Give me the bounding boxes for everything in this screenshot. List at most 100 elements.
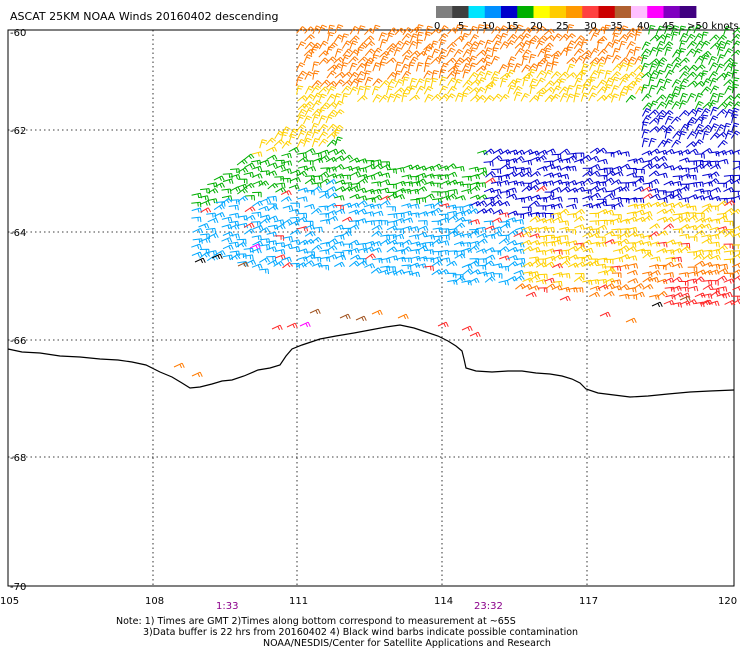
wind-barb — [311, 85, 322, 94]
wind-barb — [581, 84, 590, 94]
wind-barb — [686, 130, 697, 140]
wind-barb — [333, 224, 345, 231]
wind-barb — [469, 41, 480, 50]
wind-barb — [364, 263, 376, 269]
wind-barb — [415, 165, 427, 171]
wind-barb — [529, 274, 541, 281]
wind-barb — [364, 163, 376, 170]
wind-barb — [491, 34, 502, 43]
wind-barb — [364, 57, 375, 66]
wind-barb — [612, 201, 624, 208]
wind-barb — [619, 293, 630, 300]
wind-barb — [297, 156, 309, 163]
wind-barb — [409, 94, 420, 102]
wind-barb — [334, 208, 346, 215]
wind-barb — [228, 224, 240, 230]
wind-barb — [299, 321, 311, 328]
wind-barb — [626, 269, 638, 276]
wind-barb — [267, 204, 279, 212]
wind-barb — [461, 183, 471, 190]
wind-barb — [483, 148, 495, 155]
wind-barb — [649, 163, 661, 170]
wind-barb — [409, 33, 419, 43]
wind-barb — [229, 254, 241, 261]
wind-barb — [709, 132, 721, 141]
wind-barb — [710, 254, 722, 261]
wind-barb — [574, 180, 586, 187]
wind-barb — [309, 308, 321, 315]
wind-barb — [506, 193, 518, 199]
wind-barb — [304, 203, 315, 210]
wind-barb — [649, 63, 658, 73]
wind-barb — [717, 215, 729, 222]
wind-barb — [604, 283, 616, 289]
wind-barb — [191, 243, 202, 249]
wind-barb — [671, 49, 682, 58]
wind-barb — [544, 62, 553, 72]
wind-barb — [453, 78, 463, 88]
wind-barb — [558, 220, 570, 226]
wind-barb — [393, 194, 405, 200]
lon-label: 120 — [718, 596, 737, 607]
wind-barb — [372, 163, 384, 170]
wind-barb — [716, 275, 728, 282]
wind-barb — [348, 71, 359, 80]
wind-barb — [267, 224, 279, 231]
wind-barb — [612, 248, 624, 255]
wind-barb — [303, 260, 315, 267]
wind-barb — [700, 108, 711, 117]
wind-barb — [469, 331, 481, 338]
wind-barb — [656, 278, 668, 285]
wind-barb — [477, 77, 487, 87]
legend-labels: 0 5 10 15 20 25 30 35 40 45 >50 knots — [434, 21, 739, 32]
wind-barb — [663, 138, 673, 148]
wind-barb — [582, 177, 594, 185]
wind-barb — [275, 254, 286, 260]
wind-barb — [701, 54, 710, 64]
wind-barb — [618, 34, 629, 42]
wind-barb — [507, 261, 519, 268]
wind-barb — [701, 114, 709, 124]
wind-barb — [731, 269, 740, 275]
wind-barb — [282, 236, 293, 242]
wind-barb — [490, 188, 502, 195]
wind-barb — [303, 137, 312, 147]
wind-barb — [693, 139, 704, 148]
wind-barb — [611, 149, 623, 156]
note-line-1: Note: 1) Times are GMT 2)Times along bot… — [116, 616, 516, 627]
wind-barb — [685, 141, 697, 148]
wind-barb — [656, 40, 666, 50]
wind-barb — [626, 287, 637, 293]
wind-barb — [716, 40, 726, 50]
wind-barb — [326, 46, 334, 56]
wind-barb — [550, 93, 561, 102]
wind-barb — [649, 269, 661, 276]
wind-barb — [701, 238, 713, 244]
wind-barb — [552, 280, 563, 287]
wind-barb — [671, 256, 682, 263]
wind-barb — [304, 26, 315, 34]
wind-barb — [536, 35, 548, 43]
wind-barb — [581, 189, 592, 195]
wind-barb — [439, 85, 448, 95]
wind-barb — [484, 254, 496, 260]
wind-barb — [492, 93, 503, 102]
wind-barb — [710, 106, 719, 116]
wind-barb — [370, 247, 382, 253]
wind-barb — [319, 264, 330, 271]
wind-barb — [664, 99, 674, 109]
wind-barb — [715, 63, 725, 73]
wind-barb — [286, 322, 298, 329]
wind-barb — [633, 283, 645, 290]
wind-barb — [558, 235, 569, 241]
wind-barb — [655, 94, 667, 102]
wind-barb — [252, 225, 264, 231]
wind-barb — [520, 239, 532, 246]
wind-barb — [304, 230, 316, 237]
wind-barb — [326, 70, 337, 79]
wind-barb — [341, 202, 353, 208]
wind-barb — [723, 220, 734, 227]
wind-barb — [724, 200, 736, 207]
wind-barb — [483, 24, 492, 34]
wind-barb — [589, 170, 601, 177]
